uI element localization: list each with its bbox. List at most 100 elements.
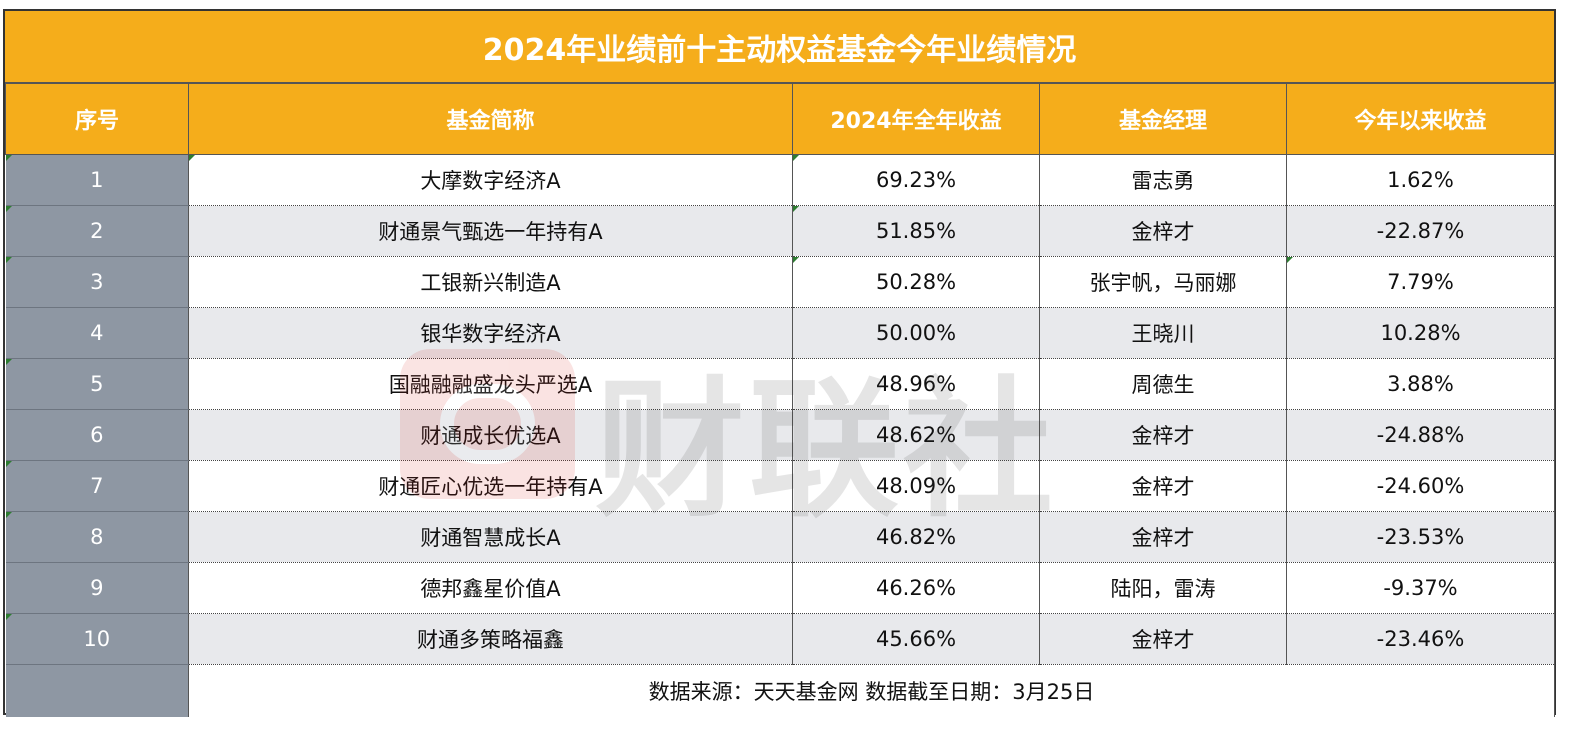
fund-name-cell-text: 财通智慧成长A xyxy=(420,526,561,550)
return-2024-cell: 69.23% xyxy=(792,154,1040,206)
row-index: 2 xyxy=(5,205,189,257)
return-2024-cell-text: 45.66% xyxy=(875,627,957,651)
row-index: 10 xyxy=(5,613,189,665)
ytd-return-cell-text: -23.46% xyxy=(1376,627,1465,651)
ytd-return-cell-text: 7.79% xyxy=(1387,270,1454,294)
header-fund-name: 基金简称 xyxy=(188,83,793,155)
fund-name-cell: 大摩数字经济A xyxy=(188,154,793,206)
return-2024-cell: 50.28% xyxy=(792,256,1040,308)
manager-cell: 陆阳，雷涛 xyxy=(1039,562,1287,614)
return-2024-cell: 50.00% xyxy=(792,307,1040,359)
manager-cell-text: 张宇帆，马丽娜 xyxy=(1089,271,1237,295)
ytd-return-cell-text: 3.88% xyxy=(1387,372,1454,396)
row-index: 9 xyxy=(5,562,189,614)
row-index: 4 xyxy=(5,307,189,359)
return-2024-cell-text: 51.85% xyxy=(875,219,957,243)
manager-cell: 雷志勇 xyxy=(1039,154,1287,206)
header-manager: 基金经理 xyxy=(1039,83,1287,155)
manager-cell: 金梓才 xyxy=(1039,409,1287,461)
cell-comment-marker-icon xyxy=(793,206,799,212)
return-2024-cell: 46.26% xyxy=(792,562,1040,614)
cell-comment-marker-icon xyxy=(5,359,12,365)
header-2024-return: 2024年全年收益 xyxy=(792,83,1040,155)
header-row: 序号 基金简称 2024年全年收益 基金经理 今年以来收益 xyxy=(5,83,1555,155)
ytd-return-cell-text: -23.53% xyxy=(1376,525,1465,549)
row-index-text: 8 xyxy=(90,525,104,549)
row-index: 8 xyxy=(5,511,189,563)
footer-row: 数据来源：天天基金网 数据截至日期：3月25日 xyxy=(5,664,1555,717)
ytd-return-cell: -24.60% xyxy=(1286,460,1555,512)
fund-performance-table-frame: 2024年业绩前十主动权益基金今年业绩情况 序号 基金简称 2024年全年收益 … xyxy=(3,9,1556,717)
manager-cell-text: 金梓才 xyxy=(1131,220,1195,244)
ytd-return-cell: 7.79% xyxy=(1286,256,1555,308)
manager-cell: 张宇帆，马丽娜 xyxy=(1039,256,1287,308)
return-2024-cell-text: 48.96% xyxy=(875,372,957,396)
fund-name-cell: 财通景气甄选一年持有A xyxy=(188,205,793,257)
return-2024-cell-text: 48.09% xyxy=(875,474,957,498)
manager-cell: 王晓川 xyxy=(1039,307,1287,359)
cell-comment-marker-icon xyxy=(793,155,799,161)
row-index-text: 1 xyxy=(90,168,104,192)
manager-cell-text: 陆阳，雷涛 xyxy=(1110,577,1216,601)
ytd-return-cell: 10.28% xyxy=(1286,307,1555,359)
ytd-return-cell-text: -9.37% xyxy=(1383,576,1458,600)
ytd-return-cell-text: -24.88% xyxy=(1376,423,1465,447)
table-row: 4 银华数字经济A 50.00% 王晓川 10.28% xyxy=(5,307,1555,359)
ytd-return-cell: -22.87% xyxy=(1286,205,1555,257)
cell-comment-marker-icon xyxy=(5,512,12,518)
row-index: 6 xyxy=(5,409,189,461)
fund-name-cell-text: 工银新兴制造A xyxy=(420,271,561,295)
ytd-return-cell-text: 10.28% xyxy=(1380,321,1461,345)
ytd-return-cell: 1.62% xyxy=(1286,154,1555,206)
manager-cell-text: 金梓才 xyxy=(1131,526,1195,550)
ytd-return-cell-text: 1.62% xyxy=(1387,168,1454,192)
manager-cell: 金梓才 xyxy=(1039,613,1287,665)
manager-cell-text: 金梓才 xyxy=(1131,475,1195,499)
cell-comment-marker-icon xyxy=(189,155,195,161)
row-index: 3 xyxy=(5,256,189,308)
fund-name-cell: 财通成长优选A xyxy=(188,409,793,461)
row-index-text: 3 xyxy=(90,270,104,294)
data-source-note: 数据来源：天天基金网 数据截至日期：3月25日 xyxy=(188,664,1555,717)
fund-name-cell-text: 银华数字经济A xyxy=(420,322,561,346)
row-index-text: 10 xyxy=(83,627,111,651)
fund-name-cell: 财通匠心优选一年持有A xyxy=(188,460,793,512)
ytd-return-cell: -23.46% xyxy=(1286,613,1555,665)
cell-comment-marker-icon xyxy=(5,155,12,161)
fund-name-cell: 财通多策略福鑫 xyxy=(188,613,793,665)
table-row: 5 国融融融盛龙头严选A 48.96% 周德生 3.88% xyxy=(5,358,1555,410)
ytd-return-cell: -24.88% xyxy=(1286,409,1555,461)
manager-cell-text: 王晓川 xyxy=(1131,322,1195,346)
header-index: 序号 xyxy=(5,83,189,155)
row-index-text: 7 xyxy=(90,474,104,498)
cell-comment-marker-icon xyxy=(5,257,12,263)
fund-name-cell: 财通智慧成长A xyxy=(188,511,793,563)
fund-name-cell-text: 财通景气甄选一年持有A xyxy=(378,220,603,244)
fund-name-cell-text: 国融融融盛龙头严选A xyxy=(388,373,593,397)
fund-name-cell-text: 财通成长优选A xyxy=(420,424,561,448)
cell-comment-marker-icon xyxy=(793,257,799,263)
row-index: 5 xyxy=(5,358,189,410)
fund-name-cell: 工银新兴制造A xyxy=(188,256,793,308)
return-2024-cell-text: 50.00% xyxy=(875,321,957,345)
row-index-text: 9 xyxy=(90,576,104,600)
table-title: 2024年业绩前十主动权益基金今年业绩情况 xyxy=(5,11,1554,83)
fund-name-cell-text: 德邦鑫星价值A xyxy=(420,577,561,601)
manager-cell: 金梓才 xyxy=(1039,205,1287,257)
manager-cell-text: 金梓才 xyxy=(1131,424,1195,448)
row-index-text: 4 xyxy=(90,321,104,345)
cell-comment-marker-icon xyxy=(5,614,12,620)
return-2024-cell: 48.09% xyxy=(792,460,1040,512)
manager-cell: 金梓才 xyxy=(1039,460,1287,512)
row-index-text: 5 xyxy=(90,372,104,396)
row-index-text: 6 xyxy=(90,423,104,447)
header-ytd-return: 今年以来收益 xyxy=(1286,83,1555,155)
fund-table: 序号 基金简称 2024年全年收益 基金经理 今年以来收益 1 大摩数字经济A 69… xyxy=(5,83,1555,717)
cell-comment-marker-icon xyxy=(5,461,12,467)
ytd-return-cell-text: -22.87% xyxy=(1376,219,1465,243)
table-row: 9 德邦鑫星价值A 46.26% 陆阳，雷涛 -9.37% xyxy=(5,562,1555,614)
return-2024-cell-text: 48.62% xyxy=(875,423,957,447)
manager-cell: 金梓才 xyxy=(1039,511,1287,563)
fund-name-cell-text: 财通多策略福鑫 xyxy=(417,628,564,652)
return-2024-cell: 48.62% xyxy=(792,409,1040,461)
